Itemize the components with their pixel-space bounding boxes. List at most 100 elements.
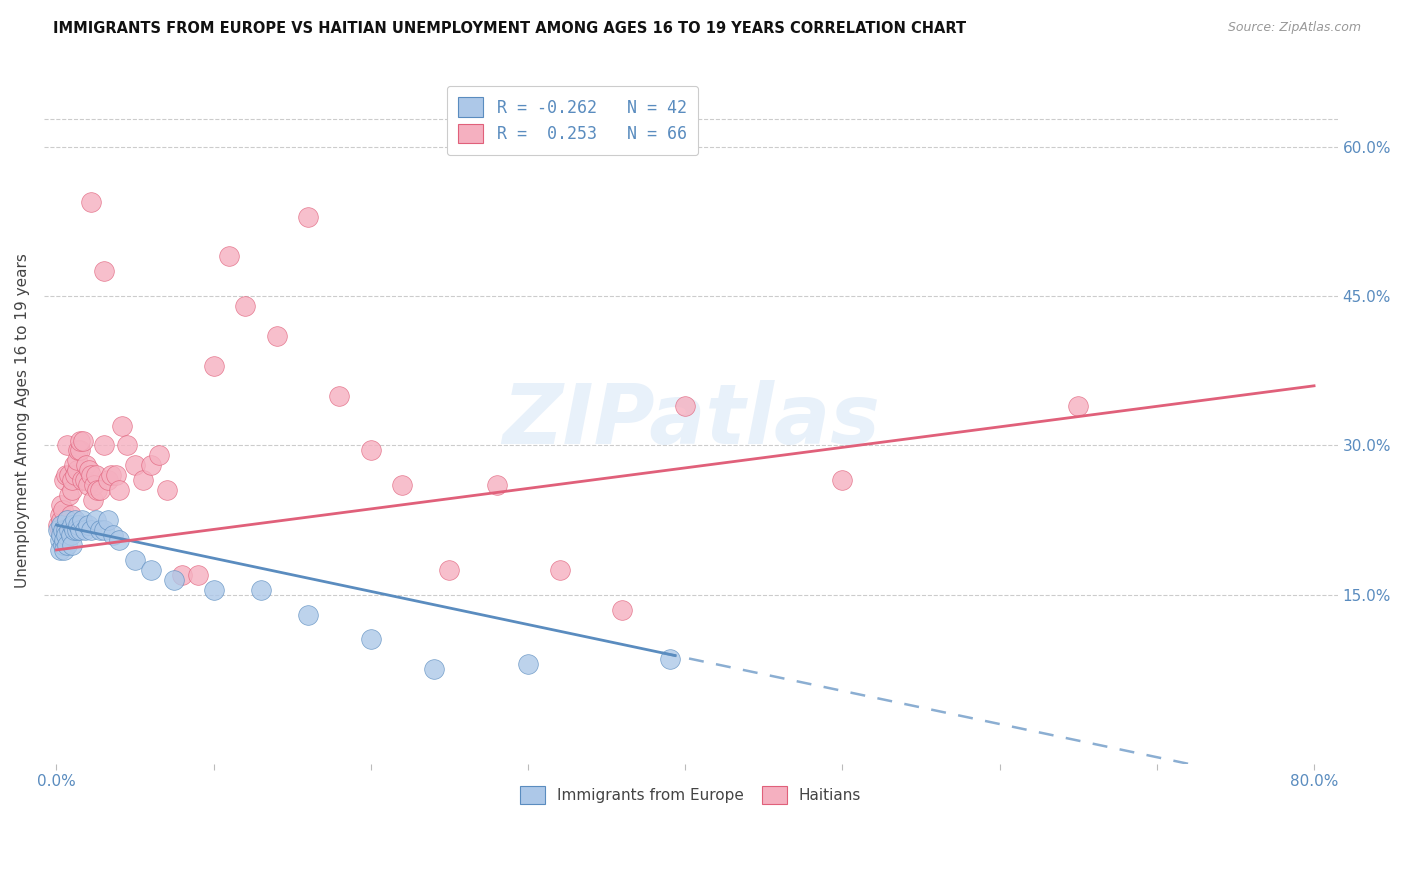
- Point: [79, 463, 101, 477]
- Point: [250, 582, 273, 597]
- Point: [93, 264, 115, 278]
- Point: [831, 473, 853, 487]
- Point: [59, 508, 82, 522]
- Point: [53, 523, 76, 537]
- Point: [69, 443, 91, 458]
- Point: [108, 483, 131, 498]
- Point: [187, 567, 209, 582]
- Point: [58, 523, 80, 537]
- Point: [101, 528, 124, 542]
- Point: [172, 567, 194, 582]
- Point: [72, 434, 94, 448]
- Point: [56, 538, 79, 552]
- Point: [55, 518, 77, 533]
- Point: [124, 553, 146, 567]
- Point: [77, 518, 100, 533]
- Point: [75, 458, 97, 473]
- Point: [51, 513, 73, 527]
- Point: [67, 443, 90, 458]
- Point: [62, 458, 84, 473]
- Point: [60, 518, 83, 533]
- Point: [55, 528, 77, 542]
- Point: [80, 194, 103, 209]
- Point: [51, 498, 73, 512]
- Point: [62, 523, 84, 537]
- Point: [56, 513, 79, 527]
- Point: [105, 468, 128, 483]
- Point: [48, 533, 70, 547]
- Point: [59, 528, 82, 542]
- Point: [48, 543, 70, 558]
- Point: [52, 523, 75, 537]
- Point: [55, 468, 77, 483]
- Legend: Immigrants from Europe, Haitians: Immigrants from Europe, Haitians: [509, 775, 872, 814]
- Point: [51, 528, 73, 542]
- Point: [46, 518, 69, 533]
- Point: [82, 493, 104, 508]
- Point: [84, 468, 107, 483]
- Point: [360, 632, 382, 647]
- Point: [60, 473, 83, 487]
- Point: [108, 533, 131, 547]
- Point: [70, 513, 93, 527]
- Point: [93, 438, 115, 452]
- Point: [139, 563, 162, 577]
- Text: Source: ZipAtlas.com: Source: ZipAtlas.com: [1227, 21, 1361, 35]
- Point: [69, 523, 91, 537]
- Point: [66, 463, 89, 477]
- Point: [297, 607, 319, 622]
- Point: [52, 503, 75, 517]
- Point: [97, 513, 120, 527]
- Point: [202, 582, 225, 597]
- Point: [56, 438, 79, 452]
- Point: [48, 523, 70, 537]
- Point: [139, 458, 162, 473]
- Point: [53, 533, 76, 547]
- Point: [52, 523, 75, 537]
- Point: [80, 523, 103, 537]
- Point: [53, 473, 76, 487]
- Point: [155, 483, 177, 498]
- Y-axis label: Unemployment Among Ages 16 to 19 years: Unemployment Among Ages 16 to 19 years: [15, 253, 30, 588]
- Point: [360, 443, 382, 458]
- Point: [86, 483, 108, 498]
- Point: [70, 473, 93, 487]
- Point: [1067, 399, 1090, 413]
- Point: [73, 473, 96, 487]
- Point: [218, 250, 240, 264]
- Point: [67, 518, 90, 533]
- Point: [163, 573, 186, 587]
- Point: [53, 543, 76, 558]
- Point: [60, 483, 83, 498]
- Point: [124, 458, 146, 473]
- Point: [202, 359, 225, 373]
- Point: [89, 483, 111, 498]
- Point: [422, 662, 444, 676]
- Text: IMMIGRANTS FROM EUROPE VS HAITIAN UNEMPLOYMENT AMONG AGES 16 TO 19 YEARS CORRELA: IMMIGRANTS FROM EUROPE VS HAITIAN UNEMPL…: [53, 21, 966, 37]
- Point: [77, 478, 100, 492]
- Point: [55, 523, 77, 537]
- Point: [80, 468, 103, 483]
- Point: [111, 418, 134, 433]
- Point: [52, 538, 75, 552]
- Point: [100, 468, 122, 483]
- Point: [89, 523, 111, 537]
- Point: [233, 299, 256, 313]
- Point: [69, 434, 91, 448]
- Point: [83, 478, 105, 492]
- Point: [66, 523, 89, 537]
- Point: [51, 518, 73, 533]
- Point: [266, 329, 288, 343]
- Point: [65, 468, 87, 483]
- Point: [439, 563, 461, 577]
- Point: [58, 488, 80, 502]
- Text: ZIPatlas: ZIPatlas: [502, 380, 880, 461]
- Point: [60, 538, 83, 552]
- Point: [673, 399, 696, 413]
- Point: [391, 478, 413, 492]
- Point: [115, 438, 138, 452]
- Point: [56, 513, 79, 527]
- Point: [73, 523, 96, 537]
- Point: [132, 473, 155, 487]
- Point: [66, 453, 89, 467]
